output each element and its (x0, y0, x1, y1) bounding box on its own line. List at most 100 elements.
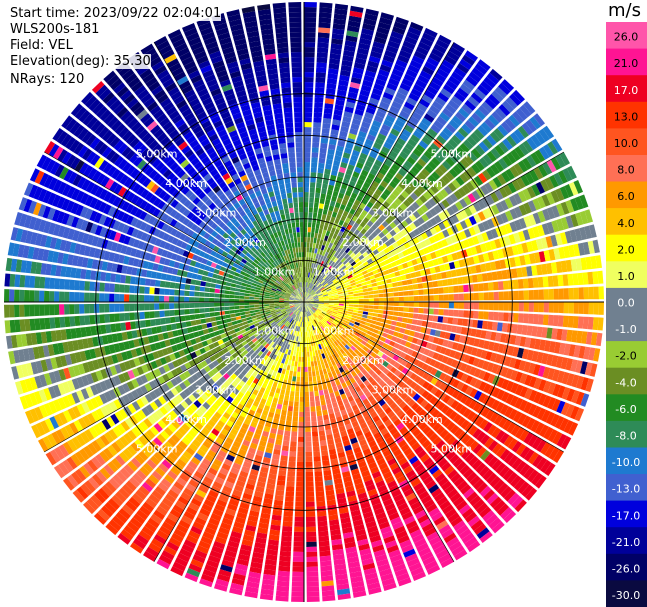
gate-cell (403, 268, 410, 274)
gate-cell (301, 306, 303, 312)
gate-cell (434, 370, 443, 379)
gate-cell (258, 402, 265, 410)
gate-cell (328, 68, 339, 75)
gate-cell (566, 373, 575, 386)
gate-cell (357, 232, 364, 239)
gate-cell (361, 28, 374, 36)
gate-cell (353, 222, 360, 229)
gate-cell (368, 423, 377, 431)
gate-cell (207, 449, 217, 458)
gate-cell (268, 539, 279, 546)
gate-cell (261, 583, 275, 591)
gate-cell (244, 365, 251, 372)
gate-cell (312, 306, 318, 310)
gate-cell (362, 311, 369, 315)
gate-cell (306, 591, 320, 597)
gate-cell (308, 296, 313, 300)
gate-cell (318, 315, 323, 320)
gate-cell (397, 264, 404, 271)
gate-cell (362, 562, 376, 571)
gate-cell (274, 413, 281, 420)
gate-cell (256, 316, 262, 320)
gate-cell (555, 261, 563, 273)
gate-cell (394, 119, 405, 128)
gate-cell (297, 341, 300, 347)
gate-cell (177, 552, 191, 563)
gate-cell (376, 281, 383, 286)
gate-cell (304, 282, 306, 288)
gate-cell (423, 402, 433, 412)
gate-cell (306, 531, 317, 537)
gate-cell (463, 284, 469, 293)
gate-cell (421, 117, 432, 127)
gate-cell (547, 429, 558, 443)
gate-cell (279, 394, 285, 400)
gate-cell (436, 425, 446, 436)
gate-cell (401, 544, 414, 554)
gate-cell (272, 314, 278, 318)
gate-cell (522, 188, 532, 201)
gate-cell (318, 302, 324, 304)
gate-cell (452, 150, 463, 160)
gate-cell (307, 305, 311, 310)
gate-cell (507, 280, 514, 290)
gate-cell (197, 396, 205, 405)
gate-cell (407, 138, 418, 148)
gate-cell (239, 346, 246, 353)
gate-cell (296, 315, 299, 321)
gate-cell (339, 377, 345, 384)
gate-cell (360, 375, 367, 383)
gate-cell (190, 558, 204, 569)
gate-cell (241, 356, 248, 363)
gate-cell (301, 361, 304, 367)
gate-cell (556, 433, 567, 448)
gate-cell (338, 295, 344, 298)
gate-cell (317, 316, 322, 321)
gate-cell (170, 378, 179, 387)
gate-cell (175, 394, 184, 403)
gate-cell (306, 571, 319, 577)
gate-cell (337, 322, 343, 327)
gate-cell (318, 203, 324, 209)
gate-cell (301, 306, 303, 312)
gate-cell (242, 461, 252, 469)
gate-cell (367, 355, 374, 362)
gate-cell (285, 420, 292, 427)
gate-cell (421, 223, 429, 231)
gate-cell (203, 381, 212, 389)
gate-cell (326, 311, 332, 314)
gate-cell (413, 188, 422, 198)
gate-cell (145, 546, 159, 558)
gate-cell (295, 310, 299, 315)
gate-cell (322, 465, 331, 471)
gate-cell (60, 426, 71, 440)
gate-cell (527, 200, 537, 212)
gate-cell (311, 262, 314, 269)
gate-cell (389, 105, 400, 114)
gate-cell (588, 347, 596, 361)
gate-cell (238, 352, 245, 359)
gate-cell (331, 250, 337, 256)
gate-cell (459, 58, 473, 70)
gate-cell (379, 101, 390, 110)
gate-cell (279, 460, 288, 467)
gate-cell (456, 371, 464, 380)
gate-cell (237, 553, 250, 562)
gate-cell (529, 116, 541, 130)
gate-cell (399, 269, 406, 276)
gate-cell (351, 351, 357, 358)
gate-cell (315, 82, 325, 88)
gate-cell (289, 370, 293, 377)
gate-cell (363, 245, 370, 252)
gate-cell (265, 400, 272, 407)
gate-cell (501, 391, 510, 403)
gate-cell (188, 394, 197, 403)
gate-cell (376, 317, 383, 322)
gate-cell (386, 371, 394, 379)
gate-cell (281, 318, 287, 324)
gate-cell (248, 368, 254, 375)
gate-cell (155, 409, 165, 419)
gate-cell (246, 581, 260, 589)
gate-cell (454, 402, 464, 413)
gate-cell (381, 493, 392, 502)
